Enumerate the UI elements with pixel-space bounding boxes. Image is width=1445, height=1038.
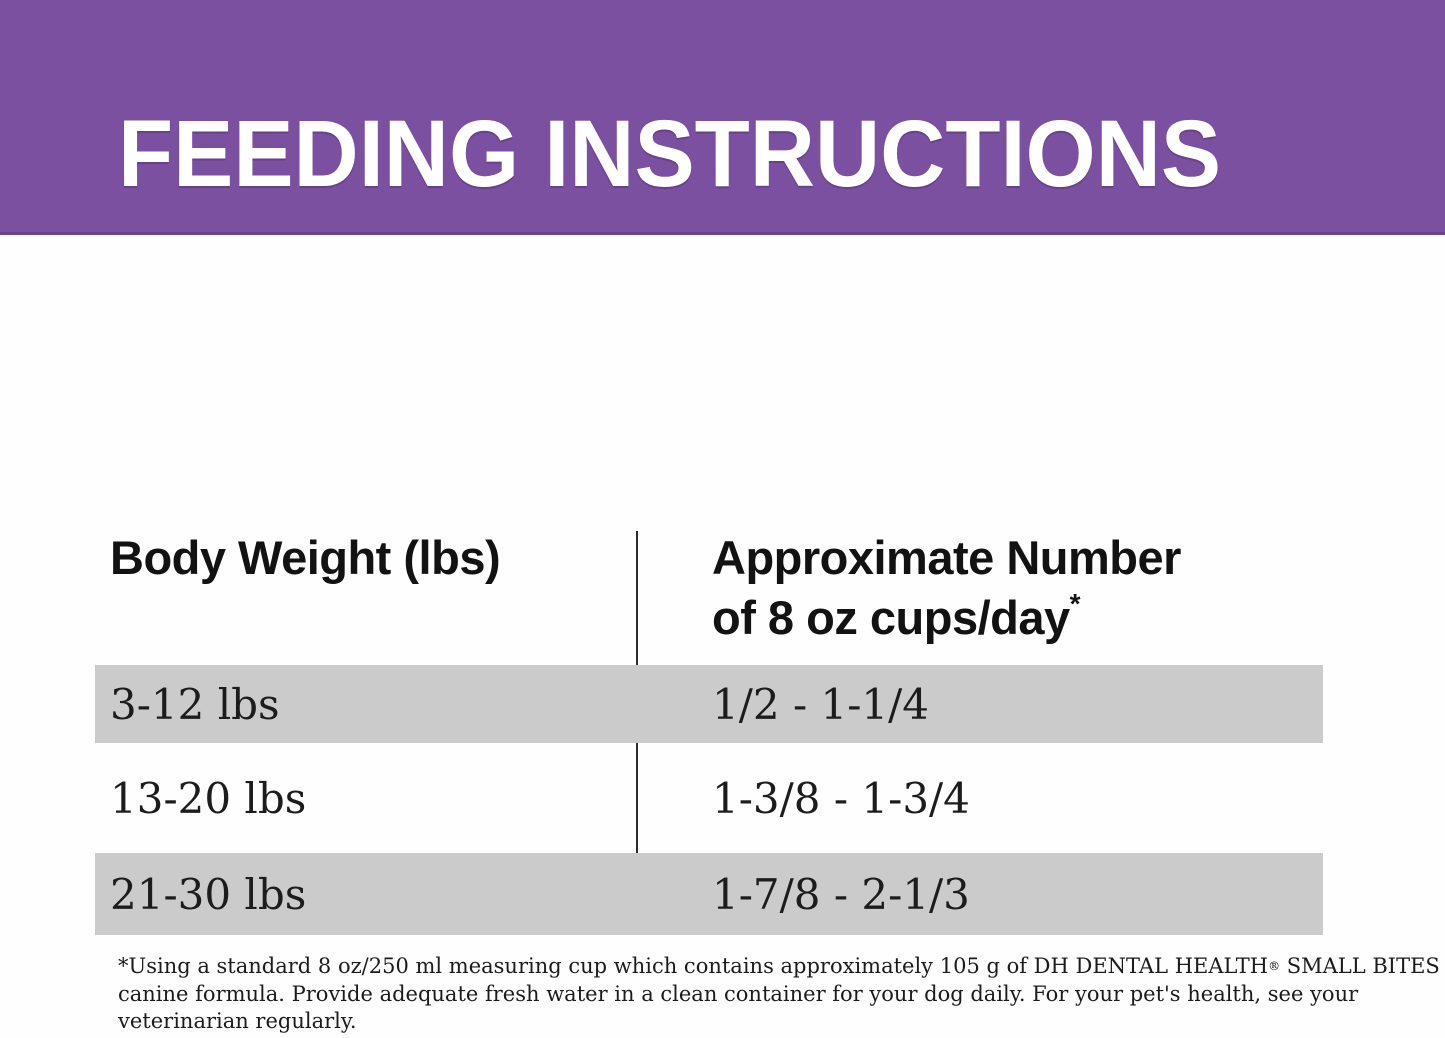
footnote-line-1-text: *Using a standard 8 oz/250 ml measuring … [118, 954, 1269, 978]
footnote-line-1-tail: SMALL BITES [1280, 954, 1440, 978]
body-weight-cell: 3-12 lbs [110, 679, 280, 729]
column-header-body-weight: Body Weight (lbs) [110, 531, 501, 584]
footnote-asterisk: * [1069, 588, 1081, 620]
footnote-line-3: veterinarian regularly. [118, 1009, 357, 1033]
cups-per-day-cell: 1-3/8 - 1-3/4 [712, 773, 970, 823]
feeding-table: Body Weight (lbs) Approximate Number of … [0, 235, 1445, 1038]
footnote-line-1: *Using a standard 8 oz/250 ml measuring … [118, 953, 1440, 981]
registered-trademark-symbol: ® [1268, 959, 1281, 973]
column-header-cups-label: Approximate Number of 8 oz cups/day [712, 531, 1181, 645]
page-title: FEEDING INSTRUCTIONS [118, 101, 1222, 207]
table-row: 3-12 lbs 1/2 - 1-1/4 [95, 665, 1323, 743]
footnote: *Using a standard 8 oz/250 ml measuring … [118, 953, 1440, 1036]
cups-per-day-cell: 1/2 - 1-1/4 [712, 679, 929, 729]
footnote-line-2: canine formula. Provide adequate fresh w… [118, 981, 1359, 1006]
body-weight-cell: 13-20 lbs [110, 773, 307, 823]
cups-per-day-cell: 1-7/8 - 2-1/3 [712, 869, 970, 919]
table-row: 21-30 lbs 1-7/8 - 2-1/3 [95, 853, 1323, 935]
table-row: 13-20 lbs 1-3/8 - 1-3/4 [95, 743, 1323, 853]
feeding-instructions-banner: FEEDING INSTRUCTIONS [0, 0, 1445, 235]
body-weight-cell: 21-30 lbs [110, 869, 307, 919]
column-header-cups-per-day: Approximate Number of 8 oz cups/day* [712, 528, 1212, 648]
